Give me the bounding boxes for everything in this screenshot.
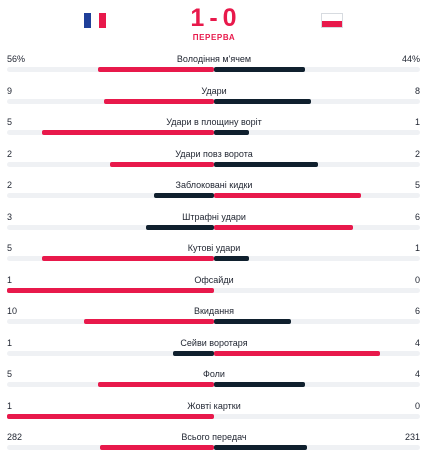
- stat-label: Удари в площину воріт: [166, 117, 262, 127]
- stat-row: 1 Сейви воротаря 4: [0, 335, 428, 367]
- stat-home-bar: [42, 256, 214, 261]
- stat-row: 10 Вкидання 6: [0, 303, 428, 335]
- stat-away-value: 2: [414, 148, 420, 159]
- stat-label: Жовті картки: [187, 400, 241, 411]
- stat-away-bar: [214, 98, 311, 104]
- stat-row: 9 Удари 8: [0, 83, 428, 115]
- stat-away-value: 1: [414, 117, 420, 127]
- stat-home-value: 1: [7, 337, 13, 348]
- match-header: 1-0 ПЕРЕРВА: [0, 0, 428, 44]
- stat-row: 1 Жовті картки 0: [0, 398, 428, 430]
- stat-away-value: 0: [414, 274, 420, 285]
- stat-label: Сейви воротаря: [180, 337, 248, 348]
- stat-row: 2 Заблоковані кидки 5: [0, 177, 428, 209]
- stat-home-value: 10: [7, 306, 18, 316]
- stat-home-bar: [84, 319, 214, 324]
- stat-home-value: 5: [7, 369, 13, 379]
- stat-home-value: 9: [7, 85, 13, 96]
- stat-label: Кутові удари: [187, 243, 241, 253]
- stat-away-value: 6: [414, 211, 420, 222]
- stat-away-value: 5: [414, 180, 420, 190]
- stat-away-bar: [214, 445, 307, 450]
- stat-home-bar: [42, 130, 214, 135]
- stat-home-bar: [104, 98, 214, 104]
- home-score: 1: [190, 4, 206, 32]
- poland-flag-icon: [321, 13, 343, 28]
- stat-label: Заблоковані кидки: [175, 180, 253, 190]
- stat-row: 3 Штрафні удари 6: [0, 209, 428, 241]
- stat-row: 5 Удари в площину воріт 1: [0, 114, 428, 146]
- stat-home-bar: [7, 287, 214, 293]
- stat-home-value: 1: [7, 400, 13, 411]
- stat-label: Удари: [201, 85, 227, 96]
- stat-away-value: 0: [414, 400, 420, 411]
- stat-row: 5 Фоли 4: [0, 366, 428, 398]
- stat-label: Офсайди: [194, 274, 234, 285]
- stat-away-value: 231: [404, 432, 420, 442]
- stat-home-value: 3: [7, 211, 13, 222]
- stat-home-value: 5: [7, 243, 13, 253]
- stat-home-value: 282: [7, 432, 23, 442]
- stat-row: 5 Кутові удари 1: [0, 240, 428, 272]
- stat-away-bar: [214, 161, 318, 167]
- stat-away-bar: [214, 382, 305, 387]
- stat-away-bar: [214, 67, 305, 72]
- stat-label: Штрафні удари: [182, 211, 246, 222]
- stat-label: Володіння м'ячем: [176, 54, 252, 64]
- stat-home-value: 2: [7, 148, 13, 159]
- stat-home-bar: [146, 224, 214, 230]
- stat-home-value: 1: [7, 274, 13, 285]
- stat-home-value: 56%: [7, 54, 26, 64]
- stat-away-value: 8: [414, 85, 420, 96]
- score-separator: -: [209, 4, 219, 32]
- stat-away-bar: [214, 319, 291, 324]
- match-status: ПЕРЕРВА: [192, 33, 236, 42]
- stat-home-bar: [110, 161, 214, 167]
- stat-away-bar: [214, 224, 353, 230]
- stats-list: 56% Володіння м'ячем 44% 9 Удари 8 5 Удари в пл…: [0, 51, 428, 458]
- stat-away-bar: [214, 350, 380, 356]
- stat-label: Вкидання: [193, 306, 235, 316]
- stat-away-value: 4: [414, 369, 420, 379]
- away-score: 0: [222, 4, 238, 32]
- stat-away-bar: [214, 256, 249, 261]
- stat-home-bar: [98, 67, 214, 72]
- stat-away-bar: [214, 130, 249, 135]
- stat-away-value: 6: [414, 306, 420, 316]
- stat-row: 56% Володіння м'ячем 44%: [0, 51, 428, 83]
- scoreline: 1-0: [0, 4, 428, 33]
- stat-away-value: 1: [414, 243, 420, 253]
- stat-row: 282 Всього передач 231: [0, 429, 428, 458]
- stat-home-value: 5: [7, 117, 13, 127]
- stat-home-bar: [154, 193, 214, 198]
- stat-home-bar: [98, 382, 214, 387]
- stat-home-bar: [100, 445, 214, 450]
- stat-home-bar: [7, 413, 214, 419]
- stat-home-bar: [173, 350, 214, 356]
- stat-away-value: 44%: [401, 54, 420, 64]
- stat-away-bar: [214, 193, 361, 198]
- stat-away-value: 4: [414, 337, 420, 348]
- stat-home-value: 2: [7, 180, 13, 190]
- stat-label: Фоли: [203, 369, 225, 379]
- france-flag-icon: [84, 13, 106, 28]
- stat-row: 1 Офсайди 0: [0, 272, 428, 304]
- stat-label: Удари повз ворота: [175, 148, 253, 159]
- stat-label: Всього передач: [181, 432, 247, 442]
- stat-row: 2 Удари повз ворота 2: [0, 146, 428, 178]
